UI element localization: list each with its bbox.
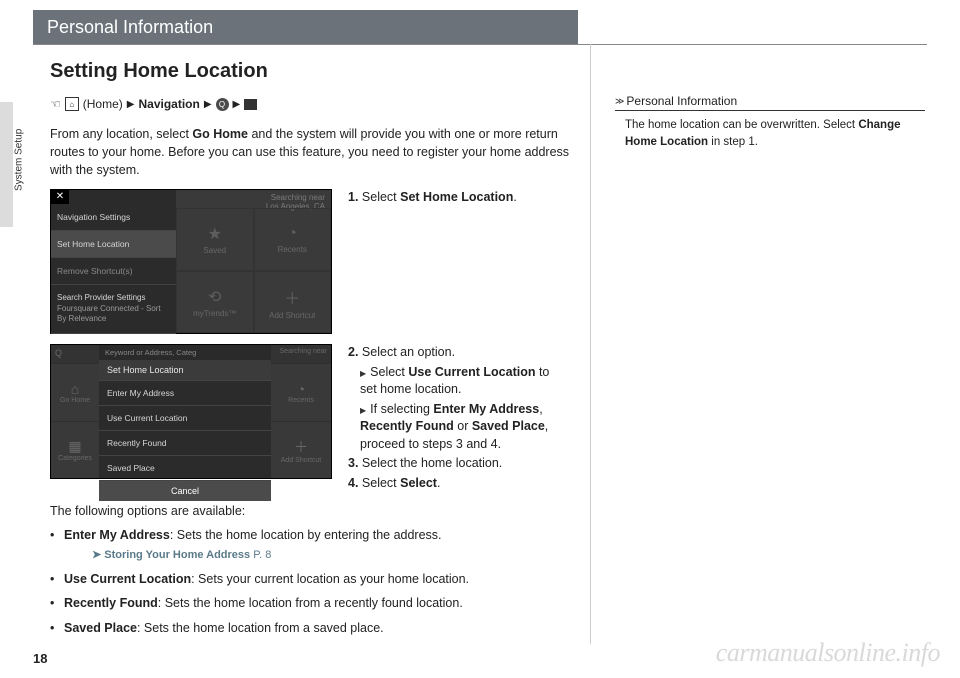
grid-cell: ⌂Go Home (51, 363, 99, 421)
grid-cell: ★Saved (176, 208, 254, 271)
step2-text: 2. Select an option. Select Use Current … (348, 344, 563, 494)
sidebar-note: ≫ Personal Information The home location… (615, 94, 925, 150)
panel-title: Set Home Location (99, 360, 271, 381)
menu-item: Set Home Location (51, 231, 176, 258)
menu-icon (244, 99, 257, 110)
menu-item: Remove Shortcut(s) (51, 258, 176, 285)
grid-cell: ＋Add Shortcut (271, 421, 331, 479)
chevron-right-icon: ▶ (127, 99, 135, 110)
sidebar-title: Personal Information (626, 94, 737, 108)
screenshot-grid: Searching nearLos Angeles, CA ★Saved ◔Re… (176, 190, 331, 333)
grid-cell: ⟲myTrends™ (176, 271, 254, 334)
step1-row: ✕ Navigation Settings Set Home Location … (50, 189, 580, 334)
option-entry: Saved Place: Sets the home location from… (50, 619, 580, 638)
screenshot-nav-settings: ✕ Navigation Settings Set Home Location … (50, 189, 332, 334)
option-item: Recently Found (99, 431, 271, 456)
search-icon: Q (216, 98, 229, 111)
search-context: Searching nearLos Angeles, CA (176, 190, 331, 208)
options-intro: The following options are available: (50, 504, 580, 518)
screenshot-set-home: Q ⌂Go Home ▦Categories Keyword or Addres… (50, 344, 332, 479)
search-icon: Q (51, 345, 99, 363)
screenshot-left-col: Q ⌂Go Home ▦Categories (51, 345, 99, 478)
menu-item: Navigation Settings (51, 204, 176, 231)
sidebar-body: The home location can be overwritten. Se… (615, 117, 925, 150)
menu-item: Search Provider Settings Foursquare Conn… (51, 285, 176, 333)
grid-cell: ▦Categories (51, 421, 99, 479)
option-entry: Enter My Address: Sets the home location… (50, 526, 580, 563)
grid-cell: ◔Recents (254, 208, 332, 271)
screenshot-right-col: Searching near ◔Recents ＋Add Shortcut (271, 345, 331, 478)
section-title: Setting Home Location (50, 60, 580, 83)
step1-text: 1. Select Set Home Location. (348, 189, 563, 209)
main-content: Setting Home Location ☜ ⌂ (Home) ▶ Navig… (50, 60, 580, 644)
grid-cell: ＋Add Shortcut (254, 271, 332, 334)
home-icon: ⌂ (65, 97, 79, 111)
screenshot-menu-panel: ✕ Navigation Settings Set Home Location … (51, 190, 176, 333)
home-label: (Home) (83, 97, 123, 111)
step2-row: Q ⌂Go Home ▦Categories Keyword or Addres… (50, 344, 580, 494)
chevron-icon: ≫ (615, 96, 622, 107)
chevron-right-icon: ▶ (233, 99, 241, 110)
grid-cell: ◔Recents (271, 363, 331, 421)
chapter-header: Personal Information (33, 10, 578, 44)
cancel-button: Cancel (99, 481, 271, 501)
hand-icon: ☜ (50, 97, 61, 111)
sidebar-header: ≫ Personal Information (615, 94, 925, 111)
menu-path: ☜ ⌂ (Home) ▶ Navigation ▶ Q ▶ (50, 97, 580, 111)
close-icon: ✕ (51, 190, 69, 204)
cross-reference: Storing Your Home Address P. 8 (64, 547, 580, 564)
option-entry: Use Current Location: Sets your current … (50, 570, 580, 589)
option-item: Use Current Location (99, 406, 271, 431)
page-number: 18 (33, 651, 47, 666)
side-tab-label: System Setup (12, 115, 26, 205)
watermark: carmanualsonline.info (716, 638, 940, 668)
chevron-right-icon: ▶ (204, 99, 212, 110)
intro-text: From any location, select Go Home and th… (50, 125, 580, 179)
search-context: Searching near (271, 345, 331, 363)
option-item: Enter My Address (99, 381, 271, 406)
chapter-title: Personal Information (47, 17, 213, 38)
column-divider (590, 44, 591, 644)
screenshot-options-panel: Keyword or Address, Categ Set Home Locat… (99, 345, 271, 478)
search-bar: Keyword or Address, Categ (99, 345, 271, 360)
option-item: Saved Place (99, 456, 271, 481)
option-entry: Recently Found: Sets the home location f… (50, 594, 580, 613)
options-list: Enter My Address: Sets the home location… (50, 526, 580, 638)
nav-label: Navigation (138, 97, 199, 111)
header-rule (33, 44, 927, 45)
